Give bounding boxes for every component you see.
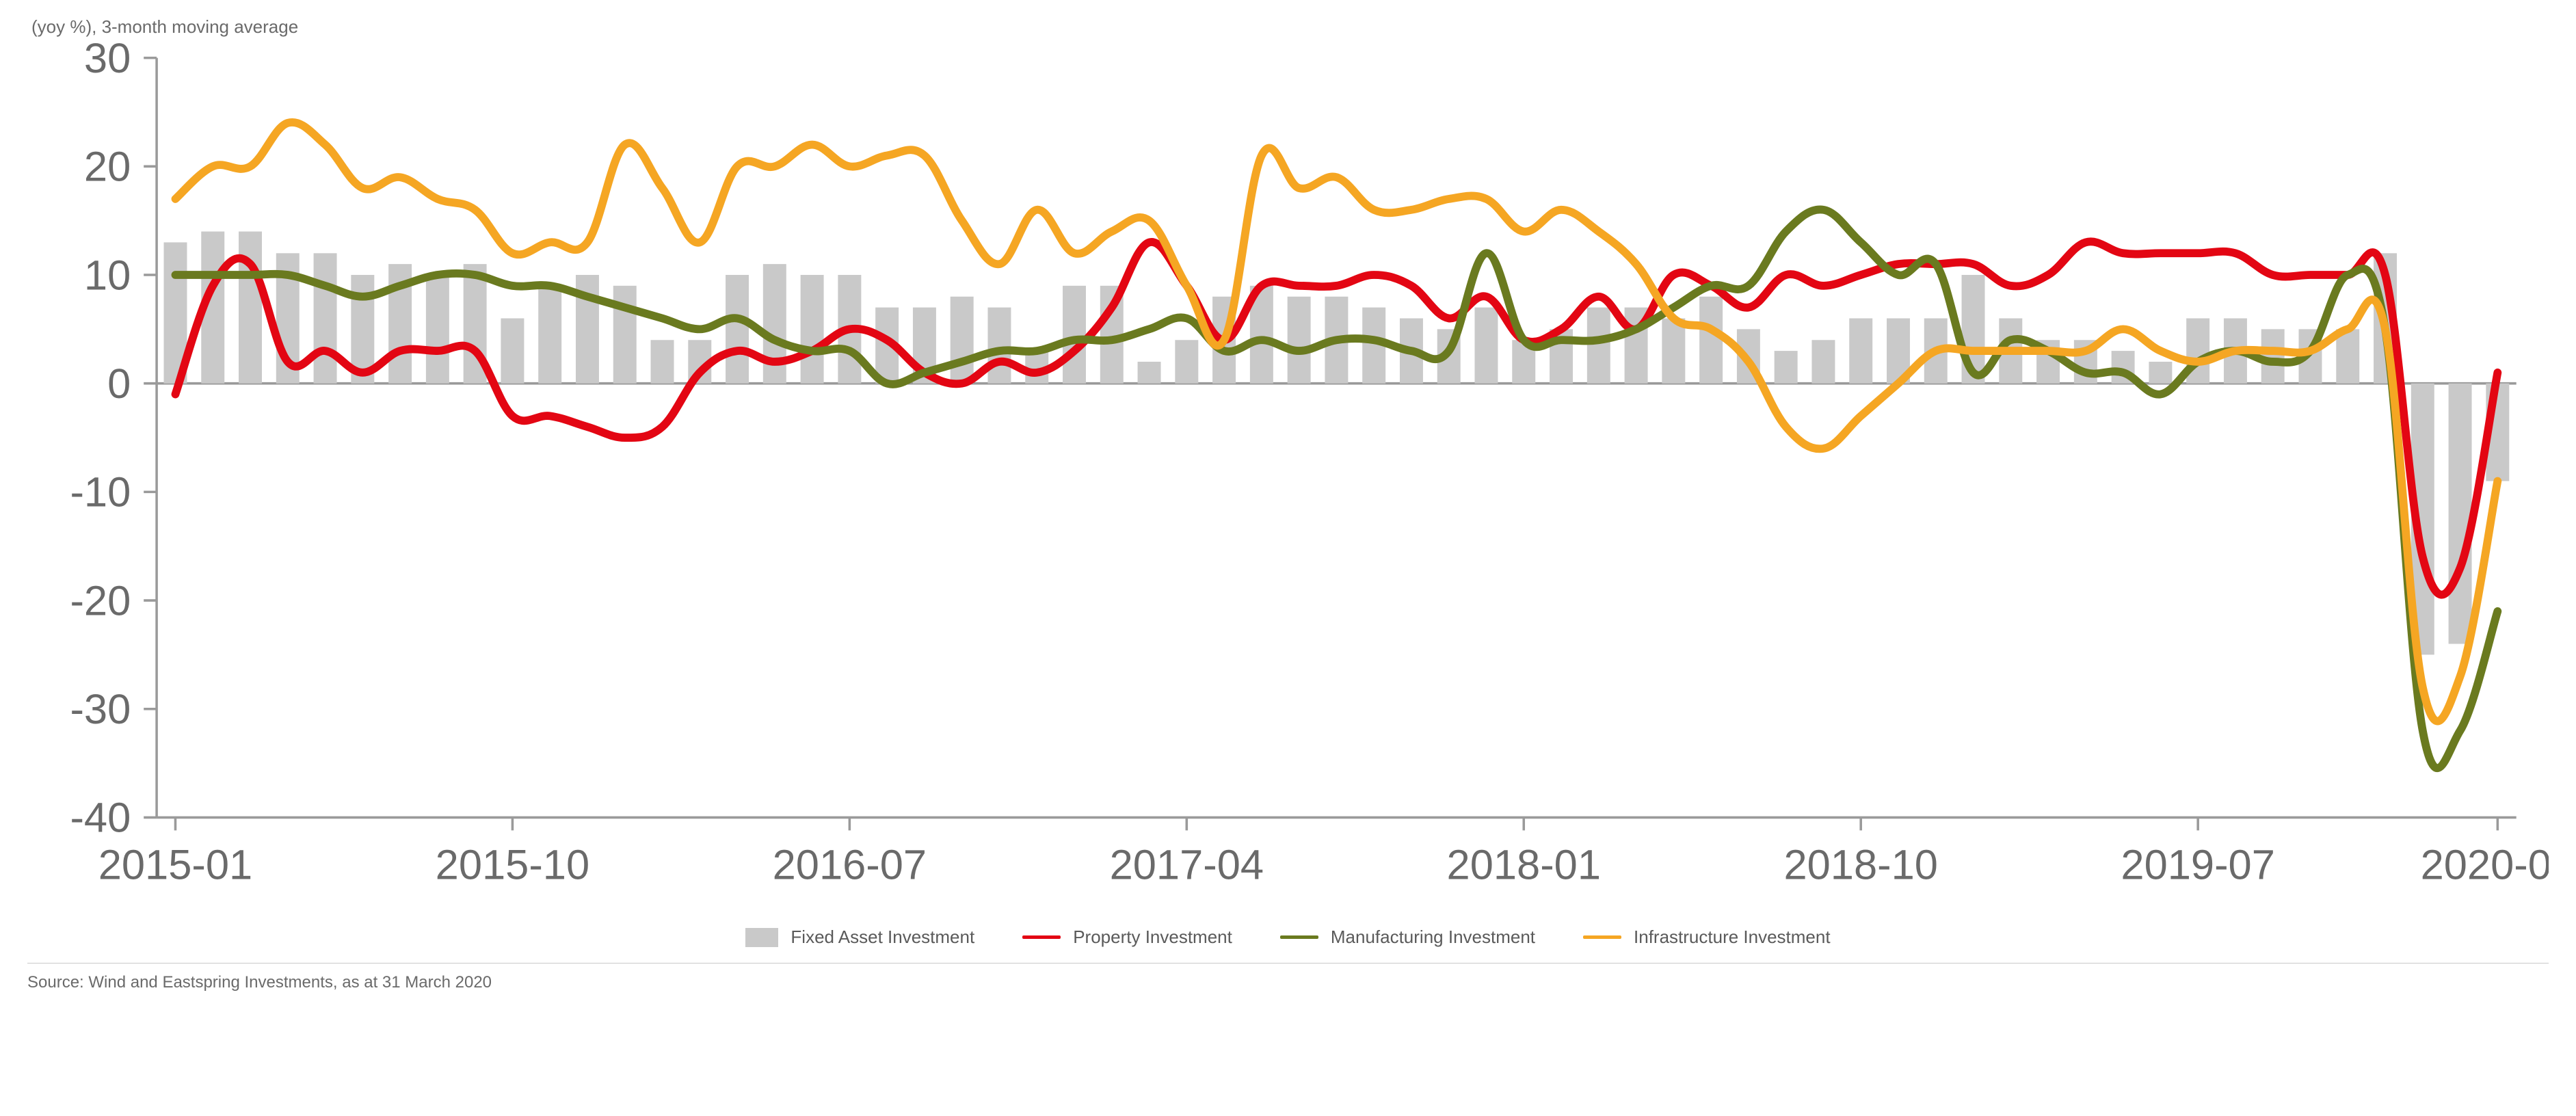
series-line <box>175 209 2497 768</box>
bar <box>613 286 637 384</box>
bar <box>1288 297 1311 384</box>
bar <box>1587 308 1610 384</box>
x-tick-label: 2018-01 <box>1447 841 1601 888</box>
bar <box>1849 318 1872 383</box>
bar <box>1475 308 1498 384</box>
legend-swatch-line <box>1022 935 1061 939</box>
bar <box>726 275 749 384</box>
bar <box>651 340 674 383</box>
series-line <box>175 241 2497 594</box>
y-tick-label: -30 <box>70 686 131 733</box>
y-tick-label: -20 <box>70 577 131 624</box>
legend-swatch-line <box>1583 935 1621 939</box>
chart-subtitle: (yoy %), 3-month moving average <box>31 16 2549 38</box>
x-tick-label: 2020-03 <box>2421 841 2549 888</box>
bar <box>2149 362 2172 384</box>
bar <box>2449 384 2472 644</box>
y-tick-label: 30 <box>84 42 131 82</box>
legend-label: Infrastructure Investment <box>1634 927 1831 948</box>
bar <box>239 232 262 384</box>
x-tick-label: 2015-01 <box>98 841 252 888</box>
x-tick-label: 2015-10 <box>436 841 589 888</box>
bar <box>987 308 1011 384</box>
legend-item: Infrastructure Investment <box>1583 927 1831 948</box>
bar <box>538 286 561 384</box>
bar <box>801 275 824 384</box>
x-tick-label: 2016-07 <box>773 841 927 888</box>
bar <box>1662 318 1685 383</box>
y-tick-label: 20 <box>84 144 131 191</box>
legend-label: Property Investment <box>1073 927 1232 948</box>
chart-plot: -40 -30 -20 -10 0 10 20 30 2015-01 2015-10 2016-07… <box>27 42 2549 914</box>
y-tick-label: -10 <box>70 469 131 516</box>
y-tick-label: 10 <box>84 252 131 299</box>
bar <box>1175 340 1198 383</box>
x-tick-label: 2017-04 <box>1110 841 1264 888</box>
legend-item: Manufacturing Investment <box>1280 927 1535 948</box>
legend-item: Fixed Asset Investment <box>745 927 974 948</box>
chart-svg: -40 -30 -20 -10 0 10 20 30 2015-01 2015-10 2016-07… <box>27 42 2549 914</box>
divider <box>27 963 2549 964</box>
y-tick-label: 0 <box>107 360 131 408</box>
bar <box>1699 297 1723 384</box>
legend-swatch-bar <box>745 928 778 947</box>
legend-label: Fixed Asset Investment <box>791 927 974 948</box>
chart-source: Source: Wind and Eastspring Investments,… <box>27 973 2549 992</box>
bar <box>1063 286 1086 384</box>
chart-container: (yoy %), 3-month moving average -40 -30 -2… <box>0 0 2576 1006</box>
x-tick-label: 2019-07 <box>2121 841 2274 888</box>
y-tick-label: -40 <box>70 795 131 842</box>
bar <box>951 297 974 384</box>
bar <box>314 253 337 383</box>
bar <box>1775 351 1798 384</box>
chart-legend: Fixed Asset Investment Property Investmen… <box>27 927 2549 948</box>
bar <box>426 275 449 384</box>
legend-item: Property Investment <box>1022 927 1232 948</box>
bar <box>1138 362 1161 384</box>
legend-swatch-line <box>1280 935 1318 939</box>
x-tick-label: 2018-10 <box>1783 841 1937 888</box>
legend-label: Manufacturing Investment <box>1331 927 1535 948</box>
bar <box>1811 340 1835 383</box>
bar <box>501 318 524 383</box>
